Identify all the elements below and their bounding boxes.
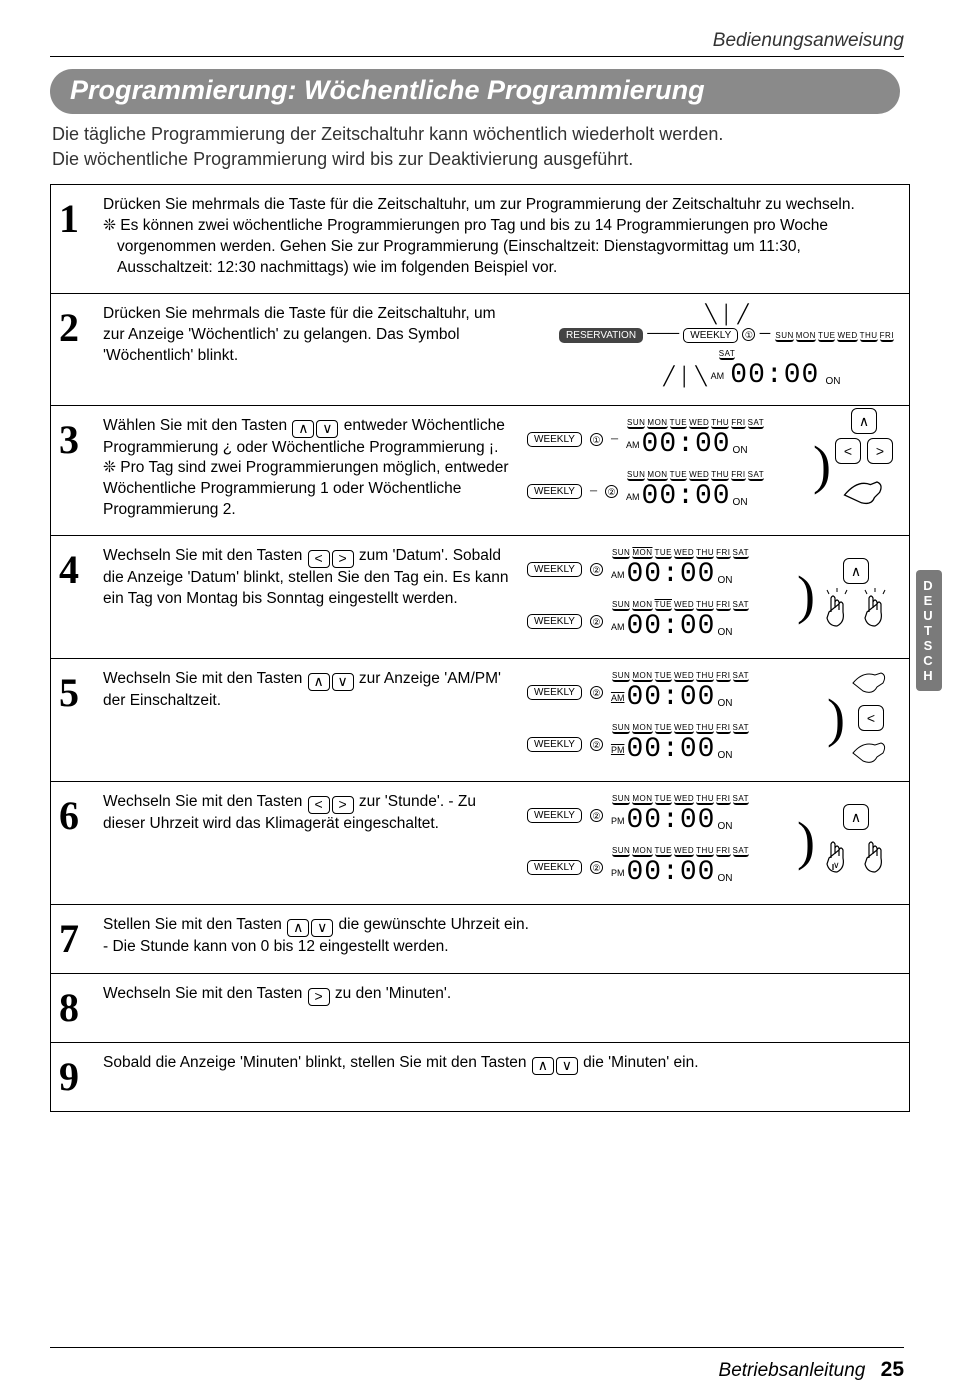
- step-row-5: 5 Wechseln Sie mit den Tasten ∧∨ zur Anz…: [51, 658, 909, 781]
- hand-icon: [849, 665, 893, 701]
- step-text: Stellen Sie mit den Tasten ∧∨ die gewüns…: [103, 915, 897, 957]
- lcd-graphic: WEEKLY ② SUNMONTUEWEDTHUFRISAT PM00:00ON…: [517, 792, 897, 890]
- intro-text: Die tägliche Programmierung der Zeitscha…: [52, 122, 904, 172]
- intro-line-2: Die wöchentliche Programmierung wird bis…: [52, 149, 633, 169]
- step-number: 3: [59, 420, 103, 460]
- key-right: >: [308, 988, 330, 1006]
- hand-press-icon: [857, 834, 893, 878]
- key-down: ∨: [332, 673, 354, 691]
- up-button[interactable]: ∧: [843, 804, 869, 830]
- step-text: Wechseln Sie mit den Tasten <> zum 'Datu…: [103, 546, 517, 609]
- hand-press-icon: [857, 588, 893, 632]
- step-text: Wechseln Sie mit den Tasten > zu den 'Mi…: [103, 984, 897, 1005]
- key-down: ∨: [316, 420, 338, 438]
- lcd-graphic: WEEKLY ② SUNMONTUEWEDTHUFRISAT AM00:00ON…: [517, 546, 897, 644]
- step-text: Drücken Sie mehrmals die Taste für die Z…: [103, 195, 897, 279]
- steps-table: 1 Drücken Sie mehrmals die Taste für die…: [50, 184, 910, 1112]
- step-row-1: 1 Drücken Sie mehrmals die Taste für die…: [51, 185, 909, 293]
- key-down: ∨: [556, 1057, 578, 1075]
- footer-rule: [50, 1347, 904, 1348]
- lcd-digits: 00:00: [730, 360, 819, 391]
- reservation-badge: RESERVATION: [559, 328, 643, 343]
- key-down: ∨: [311, 919, 333, 937]
- page-header: Bedienungsanweisung: [50, 30, 904, 57]
- key-up: ∧: [308, 673, 330, 691]
- step-number: 2: [59, 308, 103, 348]
- step-number: 5: [59, 673, 103, 713]
- svg-text:∨: ∨: [833, 860, 840, 870]
- step-row-2: 2 Drücken Sie mehrmals die Taste für die…: [51, 293, 909, 405]
- lcd-graphic: WEEKLY ② SUNMONTUEWEDTHUFRISAT AM00:00ON…: [517, 669, 897, 767]
- hand-icon: [838, 468, 890, 522]
- step-number: 7: [59, 919, 103, 959]
- language-tab: DEUTSCH: [916, 570, 942, 691]
- step-text: Sobald die Anzeige 'Minuten' blinkt, ste…: [103, 1053, 897, 1074]
- step-text: Wechseln Sie mit den Tasten ∧∨ zur Anzei…: [103, 669, 517, 711]
- step-number: 9: [59, 1057, 103, 1097]
- key-right: >: [332, 550, 354, 568]
- step-row-6: 6 Wechseln Sie mit den Tasten <> zur 'St…: [51, 781, 909, 904]
- lcd-graphic: WEEKLY ① ─ SUNMONTUEWEDTHUFRISAT AM00:00…: [517, 416, 897, 514]
- step-number: 1: [59, 199, 103, 239]
- footer-title: Betriebsanleitung: [719, 1360, 866, 1381]
- step-number: 8: [59, 988, 103, 1028]
- key-up: ∧: [292, 420, 314, 438]
- step-row-9: 9 Sobald die Anzeige 'Minuten' blinkt, s…: [51, 1042, 909, 1111]
- step-row-4: 4 Wechseln Sie mit den Tasten <> zum 'Da…: [51, 535, 909, 658]
- hand-press-down-icon: ∨: [819, 834, 855, 878]
- step-text: Drücken Sie mehrmals die Taste für die Z…: [103, 304, 517, 367]
- section-title: Programmierung: Wöchentliche Programmier…: [50, 69, 900, 114]
- key-left: <: [308, 796, 330, 814]
- page-number: 25: [881, 1358, 904, 1381]
- step-row-7: 7 Stellen Sie mit den Tasten ∧∨ die gewü…: [51, 904, 909, 973]
- step-row-3: 3 Wählen Sie mit den Tasten ∧∨ entweder …: [51, 405, 909, 535]
- step-number: 6: [59, 796, 103, 836]
- step-text: Wechseln Sie mit den Tasten <> zur 'Stun…: [103, 792, 517, 834]
- right-button[interactable]: >: [867, 438, 893, 464]
- intro-line-1: Die tägliche Programmierung der Zeitscha…: [52, 124, 723, 144]
- footer: Betriebsanleitung 25: [719, 1358, 904, 1382]
- left-button[interactable]: <: [835, 438, 861, 464]
- key-left: <: [308, 550, 330, 568]
- weekly-badge: WEEKLY: [683, 328, 738, 343]
- hand-press-icon: [819, 588, 855, 632]
- lcd-graphic: ╲ │ ╱ RESERVATION ─── WEEKLY ① ─ SUNMONT…: [517, 304, 897, 391]
- left-button[interactable]: <: [858, 705, 884, 731]
- key-up: ∧: [287, 919, 309, 937]
- step-text: Wählen Sie mit den Tasten ∧∨ entweder Wö…: [103, 416, 517, 521]
- up-button[interactable]: ∧: [851, 408, 877, 434]
- up-button[interactable]: ∧: [843, 558, 869, 584]
- step-number: 4: [59, 550, 103, 590]
- step-row-8: 8 Wechseln Sie mit den Tasten > zu den '…: [51, 973, 909, 1042]
- hand-icon: [849, 735, 893, 771]
- key-right: >: [332, 796, 354, 814]
- key-up: ∧: [532, 1057, 554, 1075]
